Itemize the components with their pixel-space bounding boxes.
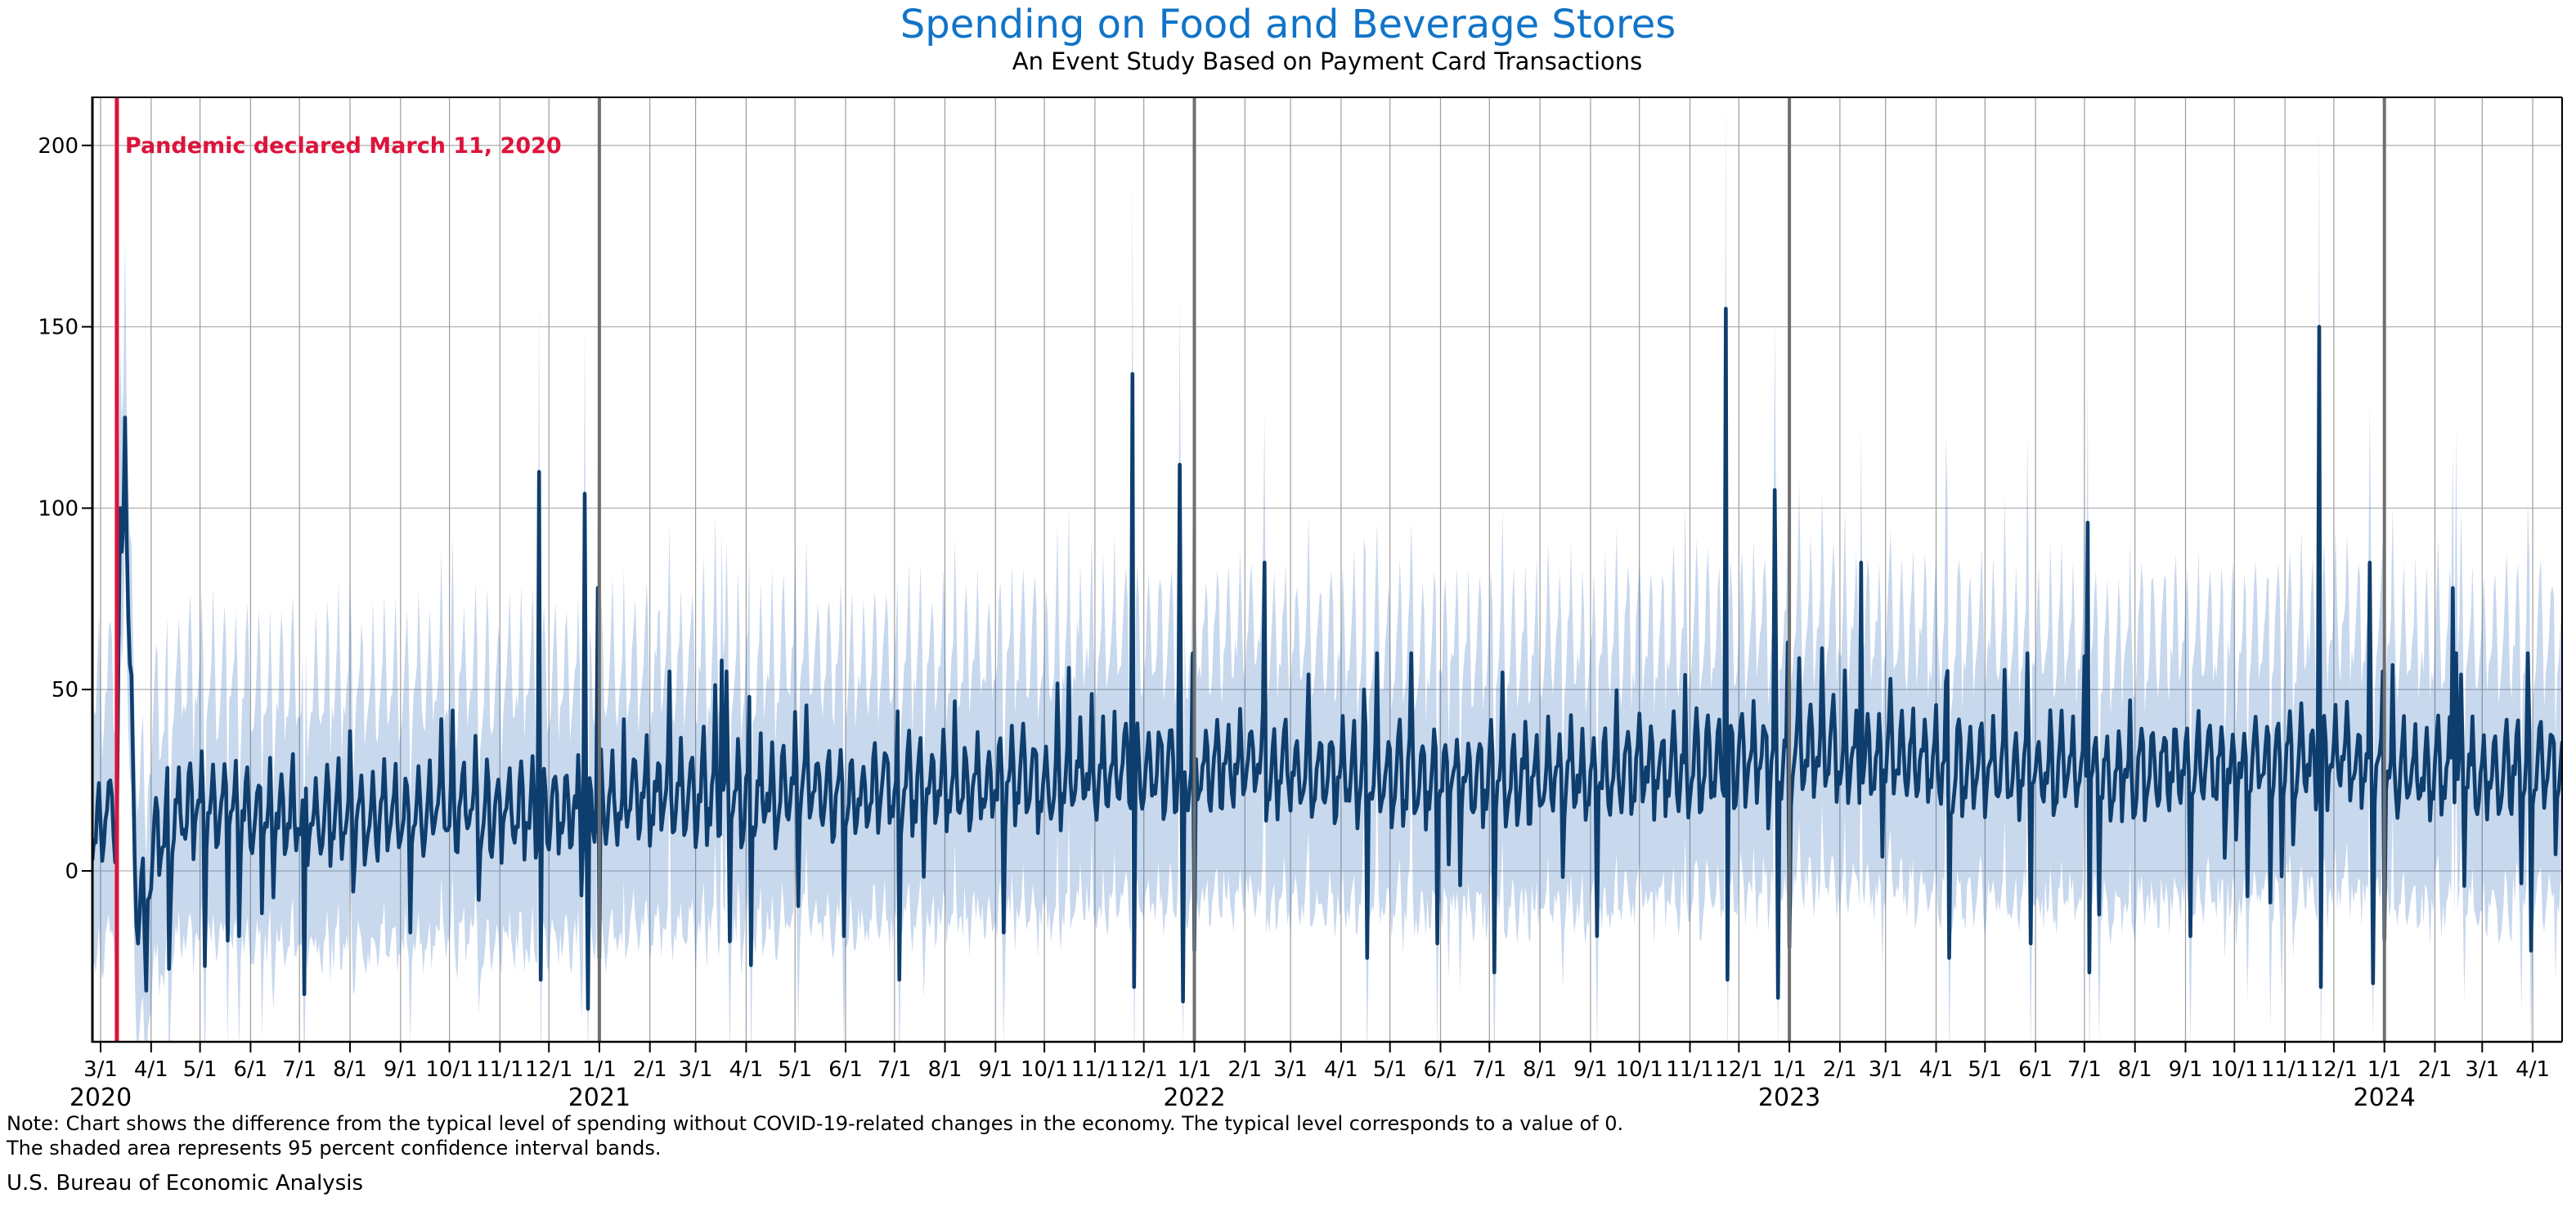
x-tick-label: 4/1 [1919,1057,1954,1082]
x-tick-label: 3/1 [1869,1057,1903,1082]
x-tick-label: 4/1 [1324,1057,1358,1082]
x-tick-label: 12/1 [525,1057,572,1082]
x-tick-label: 6/1 [2018,1057,2053,1082]
x-tick-label: 11/1 [1666,1057,1713,1082]
note-line-2: The shaded area represents 95 percent co… [7,1137,662,1160]
spending-line [92,307,2562,1011]
x-tick-label: 6/1 [828,1057,863,1082]
x-tick-label: 4/1 [134,1057,168,1082]
x-tick-label: 6/1 [233,1057,267,1082]
pandemic-annotation: Pandemic declared March 11, 2020 [125,133,562,159]
x-tick-label: 10/1 [1616,1057,1663,1082]
x-tick-label: 5/1 [183,1057,218,1082]
x-tick-label: 7/1 [1472,1057,1506,1082]
x-year-label: 2023 [1758,1084,1820,1112]
x-tick-label: 7/1 [877,1057,912,1082]
x-tick-label: 3/1 [1273,1057,1308,1082]
x-tick-label: 11/1 [2261,1057,2309,1082]
source-attribution: U.S. Bureau of Economic Analysis [7,1171,364,1196]
chart-subtitle: An Event Study Based on Payment Card Tra… [1012,47,1643,75]
note-line-1: Note: Chart shows the difference from th… [7,1112,1624,1135]
x-tick-label: 1/1 [2367,1057,2402,1082]
x-tick-label: 12/1 [2310,1057,2358,1082]
x-tick-label: 8/1 [333,1057,367,1082]
x-year-label: 2022 [1163,1084,1225,1112]
x-tick-label: 9/1 [1573,1057,1608,1082]
x-year-label: 2021 [568,1084,631,1112]
x-tick-label: 11/1 [1071,1057,1119,1082]
x-tick-label: 9/1 [2169,1057,2203,1082]
x-tick-label: 8/1 [2118,1057,2152,1082]
x-tick-label: 4/1 [2515,1057,2550,1082]
x-tick-label: 6/1 [1424,1057,1458,1082]
x-year-label: 2020 [70,1084,132,1112]
x-tick-label: 8/1 [928,1057,963,1082]
x-tick-label: 7/1 [282,1057,316,1082]
x-year-label: 2024 [2354,1084,2416,1112]
x-tick-label: 2/1 [2418,1057,2453,1082]
x-tick-label: 12/1 [1120,1057,1168,1082]
x-tick-label: 3/1 [679,1057,713,1082]
x-tick-label: 10/1 [2210,1057,2258,1082]
x-tick-label: 8/1 [1523,1057,1557,1082]
x-tick-label: 12/1 [1715,1057,1762,1082]
y-tick-label: 150 [38,316,79,340]
x-tick-label: 2/1 [1823,1057,1857,1082]
x-tick-label: 9/1 [384,1057,418,1082]
y-tick-label: 100 [38,496,79,521]
x-tick-label: 7/1 [2067,1057,2102,1082]
x-tick-label: 11/1 [476,1057,523,1082]
y-tick-label: 0 [65,859,79,884]
x-tick-label: 5/1 [1968,1057,2002,1082]
x-tick-label: 3/1 [83,1057,118,1082]
x-tick-label: 4/1 [729,1057,763,1082]
x-tick-label: 10/1 [1021,1057,1068,1082]
x-tick-label: 5/1 [1373,1057,1407,1082]
x-tick-label: 10/1 [425,1057,473,1082]
x-tick-label: 1/1 [1772,1057,1806,1082]
x-tick-label: 9/1 [978,1057,1012,1082]
x-tick-label: 2/1 [1227,1057,1262,1082]
x-tick-label: 1/1 [1178,1057,1212,1082]
x-tick-label: 2/1 [633,1057,667,1082]
y-tick-label: 50 [52,678,79,702]
y-tick-label: 200 [38,134,79,159]
x-tick-label: 5/1 [778,1057,812,1082]
chart-title: Spending on Food and Beverage Stores [900,2,1676,47]
confidence-band [92,98,2562,1042]
x-tick-label: 1/1 [582,1057,617,1082]
x-tick-label: 3/1 [2465,1057,2499,1082]
